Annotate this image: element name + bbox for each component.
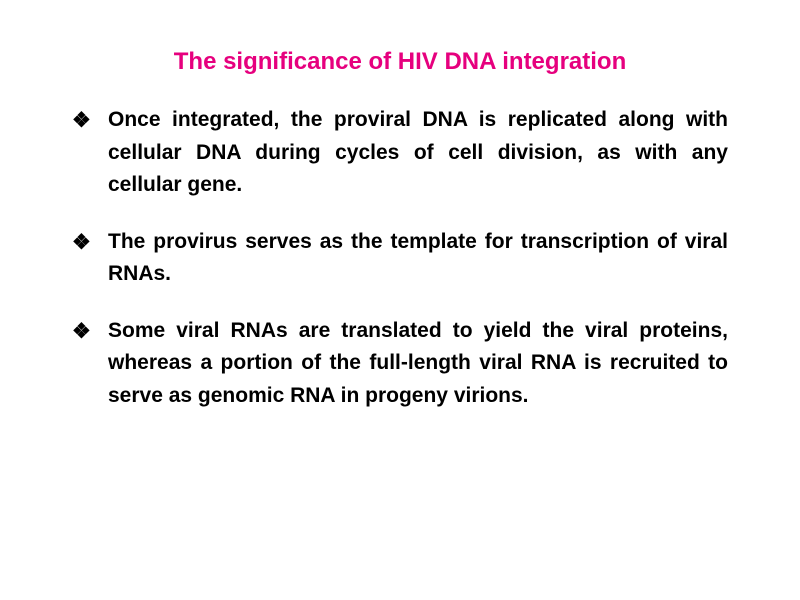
bullet-list: ❖ Once integrated, the proviral DNA is r… <box>72 104 728 412</box>
bullet-icon: ❖ <box>72 227 91 260</box>
list-item: ❖ Once integrated, the proviral DNA is r… <box>72 104 728 202</box>
list-item-text: Some viral RNAs are translated to yield … <box>108 319 728 407</box>
slide-title: The significance of HIV DNA integration <box>72 48 728 76</box>
list-item: ❖ The provirus serves as the template fo… <box>72 226 728 291</box>
list-item-text: Once integrated, the proviral DNA is rep… <box>108 108 728 196</box>
bullet-icon: ❖ <box>72 316 91 349</box>
bullet-icon: ❖ <box>72 105 91 138</box>
list-item: ❖ Some viral RNAs are translated to yiel… <box>72 315 728 413</box>
slide: The significance of HIV DNA integration … <box>0 0 800 600</box>
list-item-text: The provirus serves as the template for … <box>108 230 728 286</box>
